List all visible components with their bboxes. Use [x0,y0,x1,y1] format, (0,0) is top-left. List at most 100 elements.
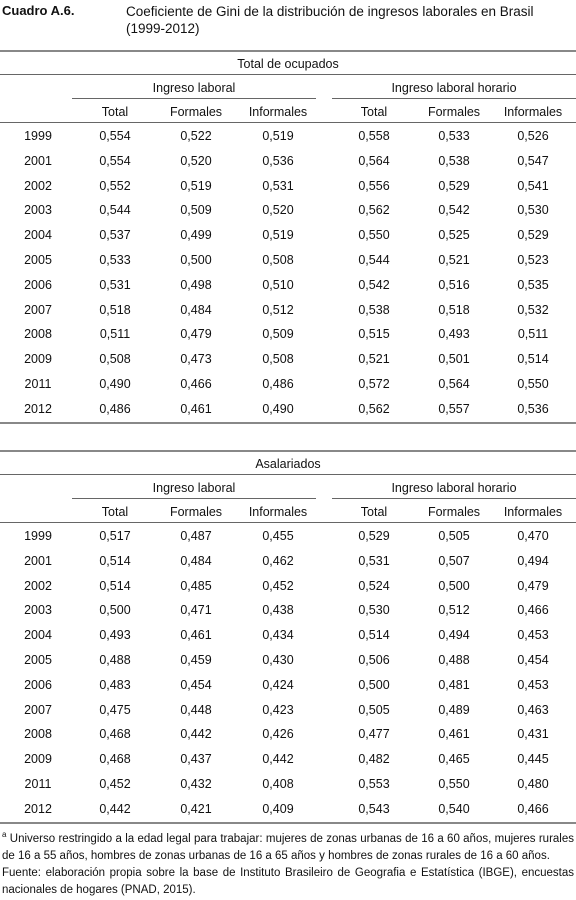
table-cell: 0,553 [358,777,390,791]
table-cell: 0,533 [438,129,470,143]
footnote-marker: a [2,830,7,839]
table-cell: 0,531 [99,277,131,292]
table-cell: 0,485 [180,578,212,593]
group-header: Ingreso laboral [152,81,236,95]
row-year: 2006 [24,277,52,292]
table-cell: 0,462 [262,553,294,568]
row-year: 2005 [24,253,52,267]
table-cell: 0,572 [358,377,390,391]
rule [72,498,316,499]
table-cell: 0,488 [438,653,470,667]
table-cell: 0,437 [180,752,212,767]
table-cell: 0,445 [517,752,549,767]
table-cell: 0,524 [358,578,390,593]
table-cell: 0,490 [262,401,294,416]
table-cell: 0,530 [358,603,390,618]
table-cell: 0,508 [262,352,294,367]
table-cell: 0,454 [180,677,212,692]
table-cell: 0,423 [262,702,294,717]
table-cell: 0,540 [438,801,470,816]
table-cell: 0,564 [358,153,390,168]
table-cell: 0,459 [180,653,212,667]
table-cell: 0,442 [99,801,131,816]
table-title: Coeficiente de Gini de la distribución d… [126,4,534,36]
row-year: 2005 [24,653,52,667]
table-cell: 0,500 [180,253,212,267]
table-cell: 0,529 [438,178,470,193]
table-cell: 0,533 [99,253,131,267]
table-cell: 0,543 [358,801,390,816]
row-year: 2004 [24,628,52,643]
table-cell: 0,454 [517,653,549,667]
table-cell: 0,512 [262,302,294,317]
table-cell: 0,461 [180,628,212,643]
column-header: Total [101,505,129,519]
table-cell: 0,538 [358,302,390,317]
row-year: 2007 [24,302,52,317]
table-cell: 0,519 [180,178,212,193]
table-cell: 0,461 [180,401,212,416]
table-cell: 0,500 [358,677,390,692]
table-cell: 0,508 [262,253,294,267]
table-cell: 0,550 [517,377,549,391]
footnote: a Universo restringido a la edad legal p… [2,826,574,865]
table-cell: 0,509 [180,203,212,218]
row-year: 2002 [24,578,52,593]
row-year: 2006 [24,677,52,692]
table-label: Cuadro A.6. [2,3,75,18]
table-cell: 0,483 [99,677,131,692]
row-year: 2011 [24,777,52,791]
column-header: Informales [503,105,563,119]
table-cell: 0,487 [180,529,212,543]
table-cell: 0,465 [438,752,470,767]
table-cell: 0,516 [438,277,470,292]
table-cell: 0,488 [99,653,131,667]
row-year: 2001 [24,553,52,568]
table-cell: 0,448 [180,702,212,717]
row-year: 2009 [24,352,52,367]
table-cell: 0,531 [358,553,390,568]
table-cell: 0,475 [99,702,131,717]
table-cell: 0,518 [99,302,131,317]
table-cell: 0,506 [358,653,390,667]
column-header: Formales [169,105,223,119]
table-cell: 0,521 [358,352,390,367]
column-header: Formales [427,105,481,119]
column-header: Total [360,105,388,119]
group-header: Ingreso laboral horario [391,81,517,95]
column-header: Total [101,105,129,119]
table-cell: 0,442 [180,727,212,742]
table-cell: 0,509 [262,327,294,342]
table-cell: 0,499 [180,228,212,243]
table-cell: 0,486 [99,401,131,416]
table-cell: 0,489 [438,702,470,717]
row-year: 2004 [24,228,52,243]
table-cell: 0,493 [438,327,470,342]
table-cell: 0,471 [180,603,212,618]
table-cell: 0,554 [99,129,131,143]
column-header: Formales [427,505,481,519]
group-header: Ingreso laboral [152,481,236,495]
rule [0,822,576,824]
table-cell: 0,508 [99,352,131,367]
table-cell: 0,430 [262,653,294,667]
table-cell: 0,431 [517,727,549,742]
table-cell: 0,463 [517,702,549,717]
table-cell: 0,484 [180,302,212,317]
row-year: 2008 [24,727,52,742]
table-cell: 0,556 [358,178,390,193]
row-year: 2012 [24,401,52,416]
table-cell: 0,494 [438,628,470,643]
table-cell: 0,481 [438,677,470,692]
table-cell: 0,466 [517,801,549,816]
table-cell: 0,517 [99,529,131,543]
rule [332,498,576,499]
rule [0,74,576,75]
table-cell: 0,461 [438,727,470,742]
table-cell: 0,541 [517,178,549,193]
table-cell: 0,507 [438,553,470,568]
row-year: 2003 [24,203,52,218]
table-cell: 0,536 [262,153,294,168]
rule [72,98,316,99]
table-cell: 0,482 [358,752,390,767]
